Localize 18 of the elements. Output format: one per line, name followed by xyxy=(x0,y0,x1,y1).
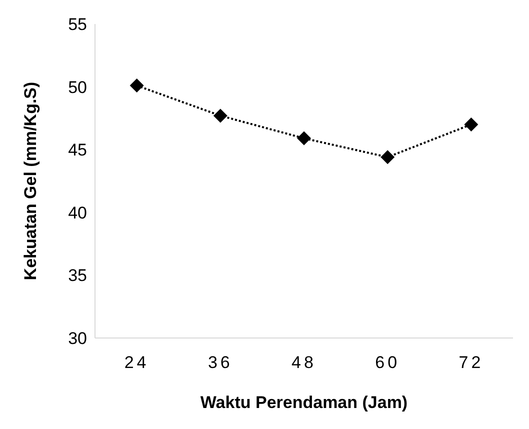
y-tick-label: 45 xyxy=(68,140,87,160)
point xyxy=(213,108,228,123)
y-axis-title: Kekuatan Gel (mm/Kg.S) xyxy=(21,82,40,280)
x-tick-label: 60 xyxy=(375,353,400,372)
point xyxy=(380,150,395,164)
point xyxy=(297,131,311,146)
x-tick-label: 36 xyxy=(208,353,233,372)
y-tick-label: 40 xyxy=(68,203,87,222)
x-tick-label: 24 xyxy=(124,353,150,372)
x-tick-label: 48 xyxy=(292,353,316,372)
point xyxy=(464,117,478,132)
point xyxy=(130,78,144,93)
x-axis-title: Waktu Perendaman (Jam) xyxy=(200,393,408,412)
y-tick-label: 35 xyxy=(68,266,87,286)
y-tick-label: 30 xyxy=(68,328,87,348)
x-tick-label: 72 xyxy=(458,353,484,372)
y-tick-label: 50 xyxy=(68,78,87,97)
y-tick-label: 55 xyxy=(68,14,87,34)
